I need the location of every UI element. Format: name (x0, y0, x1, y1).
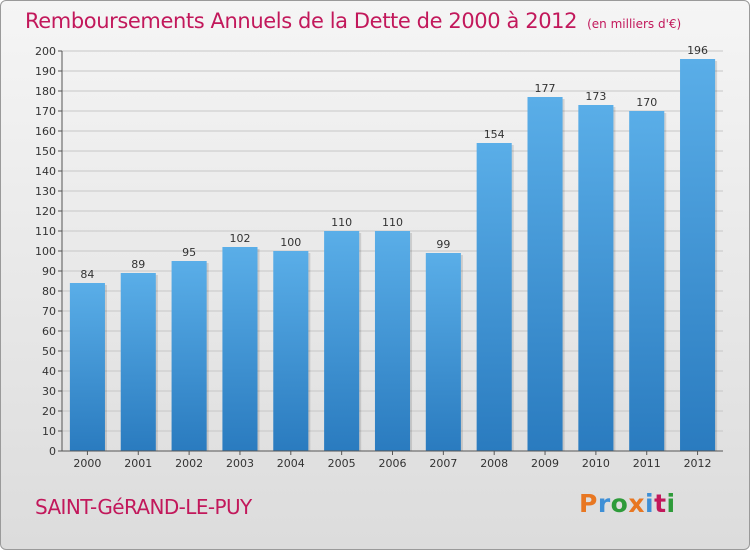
bar-2004 (273, 251, 309, 451)
unit-note: (en milliers d'€) (587, 17, 682, 31)
y-tick-label: 90 (42, 265, 56, 278)
data-label: 110 (331, 216, 352, 229)
y-tick-label: 110 (35, 225, 56, 238)
x-tick-label: 2003 (226, 457, 254, 470)
logo-letter: x (628, 489, 645, 518)
x-tick-label: 2001 (124, 457, 152, 470)
data-label: 170 (636, 96, 657, 109)
labels: 0 10 20 30 40 50 60 70 80 90 100 110 120 130 140 150 160… (35, 44, 712, 470)
x-tick-label: 2004 (277, 457, 305, 470)
logo-letter: i (645, 489, 655, 518)
x-tick-label: 2008 (480, 457, 508, 470)
chart-title-text: Remboursements Annuels de la Dette de 20… (25, 9, 578, 33)
y-tick-label: 20 (42, 405, 56, 418)
data-label: 99 (436, 238, 450, 251)
data-label: 95 (182, 246, 196, 259)
y-tick-label: 160 (35, 125, 56, 138)
logo-letter: P (579, 489, 598, 518)
y-tick-label: 70 (42, 305, 56, 318)
bar-2003 (222, 247, 258, 451)
x-tick-label: 2011 (633, 457, 661, 470)
data-label: 154 (484, 128, 505, 141)
y-tick-label: 80 (42, 285, 56, 298)
data-label: 173 (585, 90, 606, 103)
data-label: 102 (229, 232, 250, 245)
y-tick-label: 130 (35, 185, 56, 198)
y-tick-label: 10 (42, 425, 56, 438)
y-tick-label: 200 (35, 45, 56, 58)
x-tick-label: 2012 (684, 457, 712, 470)
bar-2012 (680, 59, 716, 451)
bar-2009 (527, 97, 563, 451)
y-tick-label: 140 (35, 165, 56, 178)
data-label: 100 (280, 236, 301, 249)
bar-2011 (629, 111, 665, 451)
y-tick-label: 50 (42, 345, 56, 358)
bar-2001 (120, 273, 156, 451)
bar-2006 (374, 231, 411, 451)
y-tick-label: 180 (35, 85, 56, 98)
logo-letter: o (610, 489, 629, 518)
proxiti-logo: Proxiti (579, 489, 676, 518)
y-tick-label: 0 (49, 445, 56, 458)
x-tick-label: 2000 (73, 457, 101, 470)
chart-title: Remboursements Annuels de la Dette de 20… (25, 9, 681, 33)
y-tick-label: 30 (42, 385, 56, 398)
bar-2000 (69, 283, 105, 451)
data-label: 196 (687, 44, 708, 57)
x-tick-label: 2005 (328, 457, 356, 470)
y-tick-label: 60 (42, 325, 56, 338)
y-tick-label: 100 (35, 245, 56, 258)
logo-letter: i (666, 489, 676, 518)
bar-2005 (324, 231, 360, 451)
y-tick-label: 120 (35, 205, 56, 218)
bar-2002 (171, 261, 207, 451)
logo-letter: t (654, 489, 667, 518)
y-tick-label: 40 (42, 365, 56, 378)
bar-2010 (578, 105, 614, 451)
data-label: 84 (80, 268, 94, 281)
logo-letter: r (597, 489, 611, 518)
commune-name: SAINT-GéRAND-LE-PUY (35, 495, 252, 519)
y-tick-label: 190 (35, 65, 56, 78)
x-tick-label: 2007 (429, 457, 457, 470)
x-tick-label: 2010 (582, 457, 610, 470)
x-tick-label: 2009 (531, 457, 559, 470)
bars (69, 59, 718, 451)
x-tick-label: 2002 (175, 457, 203, 470)
data-label: 89 (131, 258, 145, 271)
data-label: 110 (382, 216, 403, 229)
bar-2007 (425, 253, 461, 451)
y-tick-label: 170 (35, 105, 56, 118)
data-label: 177 (535, 82, 556, 95)
bar-2008 (476, 143, 512, 451)
x-tick-label: 2006 (379, 457, 407, 470)
axes (58, 50, 723, 455)
y-tick-label: 150 (35, 145, 56, 158)
